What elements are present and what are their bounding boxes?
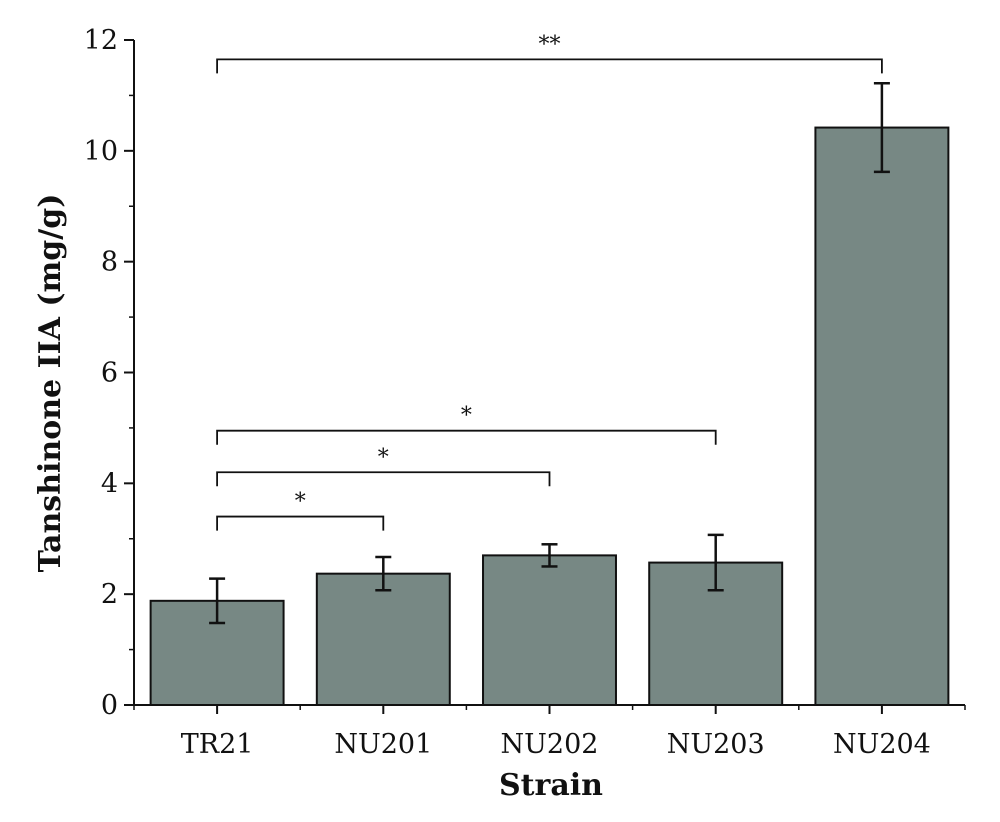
bar-nu204 [814,126,950,706]
significance-layer: ***** [216,32,883,531]
y-tick-label: 12 [84,25,118,56]
y-tick-label: 4 [101,468,118,499]
bar-nu201 [315,572,451,706]
bars-layer [149,126,950,706]
x-tick-label: NU201 [334,729,432,760]
x-tick-label: NU203 [667,729,765,760]
y-axis-title: Tanshinone IIA (mg/g) [33,194,68,573]
y-tick-label: 6 [101,358,118,389]
x-tick-label: NU204 [833,729,931,760]
bar-nu202 [482,554,617,706]
significance-bracket [216,58,883,74]
significance-label: ** [539,32,561,57]
error-bars-layer [209,81,890,625]
x-axis-title: Strain [499,768,603,803]
y-tick-label: 2 [101,579,118,610]
significance-bracket [216,429,717,445]
x-tick-label: TR21 [181,729,254,760]
y-tick-label: 10 [84,136,118,167]
y-tick-label: 8 [101,247,118,278]
significance-label: * [461,404,472,429]
axes-layer: TR21 NU201 NU202 NU203 NU204 0 2 4 6 8 10 12 [84,25,966,760]
y-tick-label: 0 [101,690,118,721]
significance-label: * [295,490,306,515]
significance-bracket [216,515,385,531]
x-tick-label: NU202 [501,729,599,760]
significance-label: * [378,445,389,470]
significance-bracket [216,471,551,487]
